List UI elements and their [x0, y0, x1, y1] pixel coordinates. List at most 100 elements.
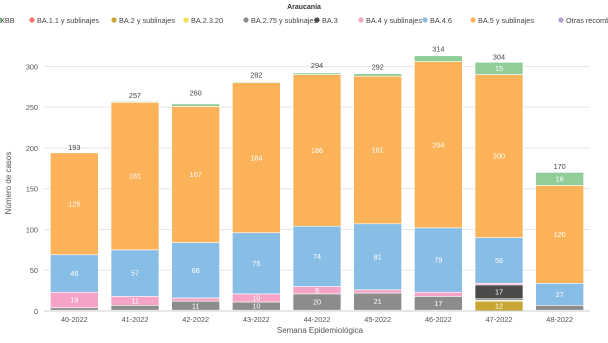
bar-segment — [535, 172, 584, 186]
data-label: 81 — [374, 252, 382, 261]
data-label: 75 — [252, 259, 260, 268]
bar-segment — [414, 55, 463, 62]
data-label: 167 — [190, 170, 202, 179]
data-label: 200 — [493, 152, 505, 161]
total-label: 257 — [129, 91, 141, 100]
bar-stack: 19 46 125 193 — [50, 143, 99, 312]
legend-item: Otras recombinantes — [558, 16, 608, 25]
bar-stack: 17 79 204 314 — [414, 45, 463, 312]
data-label: 10 — [252, 302, 260, 311]
data-label: 19 — [70, 296, 78, 305]
x-tick-label: 40-2022 — [61, 315, 88, 324]
legend-swatch — [29, 17, 35, 23]
data-label: 20 — [313, 298, 321, 307]
bar-segment — [110, 304, 160, 311]
x-tick-label: 42-2022 — [182, 315, 209, 324]
legend-label: BA.2.3.20 — [191, 16, 223, 25]
bar-segment — [353, 73, 402, 77]
total-label: 292 — [372, 62, 384, 71]
total-label: 314 — [432, 45, 444, 54]
data-label: 12 — [495, 302, 503, 311]
bar-segment — [474, 237, 524, 284]
data-label: 186 — [311, 146, 323, 155]
bar-segment — [50, 254, 99, 293]
legend-swatch — [422, 17, 428, 23]
legend-label: XBB — [0, 16, 15, 25]
bar-segment — [414, 227, 463, 293]
bar-segment — [353, 289, 402, 294]
data-label: 79 — [434, 256, 442, 265]
legend-swatch — [558, 17, 564, 23]
data-label: 21 — [374, 297, 382, 306]
bar-segment — [171, 297, 220, 302]
data-label: 181 — [129, 172, 141, 181]
y-tick-label: 100 — [26, 225, 38, 234]
bar-segment — [292, 74, 342, 227]
legend-label: BA.2.75 y sublinajes — [251, 16, 317, 25]
legend-item: BA.4.6 — [422, 16, 452, 25]
bar-segment — [535, 304, 584, 311]
x-tick-label: 41-2022 — [122, 315, 149, 324]
y-tick-label: 200 — [26, 144, 38, 153]
legend-swatch — [358, 17, 364, 23]
bar-stack: 27 120 16 170 — [535, 162, 584, 312]
total-label: 193 — [68, 143, 80, 152]
bar-segment — [110, 101, 160, 251]
legend-item: BA.2.75 y sublinajes — [243, 16, 317, 25]
y-tick-label: 300 — [26, 62, 38, 71]
legend-swatch — [0, 17, 3, 23]
data-label: 181 — [372, 146, 384, 155]
bar-segment — [474, 62, 524, 75]
data-label: 16 — [556, 175, 564, 184]
data-label: 68 — [192, 266, 200, 275]
legend-swatch — [470, 17, 476, 23]
bar-stack: 11 57 181 257 — [110, 91, 160, 312]
legend-item: XBB — [0, 16, 15, 25]
bar-segment — [292, 225, 342, 287]
y-axis: 0 50 100 150 200 250 300 — [26, 62, 38, 316]
data-label: 46 — [70, 269, 78, 278]
legend-label: BA.1.1 y sublinajes — [37, 16, 99, 25]
legend-swatch — [314, 17, 320, 23]
data-label: 11 — [192, 301, 200, 310]
data-label: 74 — [313, 252, 321, 261]
legend-label: BA.4 y sublinajes — [366, 16, 422, 25]
y-tick-label: 50 — [30, 266, 38, 275]
data-label: 11 — [131, 296, 139, 305]
data-label: 17 — [495, 287, 503, 296]
bar-segment — [535, 185, 584, 284]
x-tick-label: 48-2022 — [546, 315, 573, 324]
legend-label: Otras recombinantes — [566, 16, 608, 25]
data-label: 120 — [554, 230, 566, 239]
legend-swatch — [183, 17, 189, 23]
x-tick-label: 46-2022 — [425, 315, 452, 324]
data-label: 17 — [434, 299, 442, 308]
total-label: 294 — [311, 61, 323, 70]
bar-segment — [171, 103, 220, 107]
x-axis: 40-2022 41-2022 42-2022 43-2022 44-2022 45-20… — [44, 310, 590, 324]
chart-title: Araucanía — [287, 4, 321, 11]
bar-segment — [50, 307, 99, 311]
legend-item: BA.5 y sublinajes — [470, 16, 534, 25]
bar-stack: 21 81 181 292 — [353, 62, 402, 312]
data-label: 57 — [131, 269, 139, 278]
x-tick-label: 45-2022 — [364, 315, 391, 324]
bar-segment — [110, 249, 160, 297]
bar-segment — [292, 72, 342, 75]
total-label: 282 — [250, 71, 262, 80]
y-tick-label: 0 — [34, 307, 38, 316]
legend-swatch — [111, 17, 117, 23]
y-axis-title: Número de casos — [4, 152, 13, 215]
bar-segment — [232, 232, 281, 295]
legend: BA.1.1 y sublinajes BA.2 y sublinajes BA.2… — [0, 16, 608, 25]
x-tick-label: 43-2022 — [243, 315, 270, 324]
x-tick-label: 44-2022 — [304, 315, 331, 324]
bar-segment — [414, 61, 463, 229]
bar-segment — [232, 82, 281, 234]
y-tick-label: 250 — [26, 103, 38, 112]
bar-segment — [50, 152, 99, 256]
bar-segment — [171, 106, 220, 243]
